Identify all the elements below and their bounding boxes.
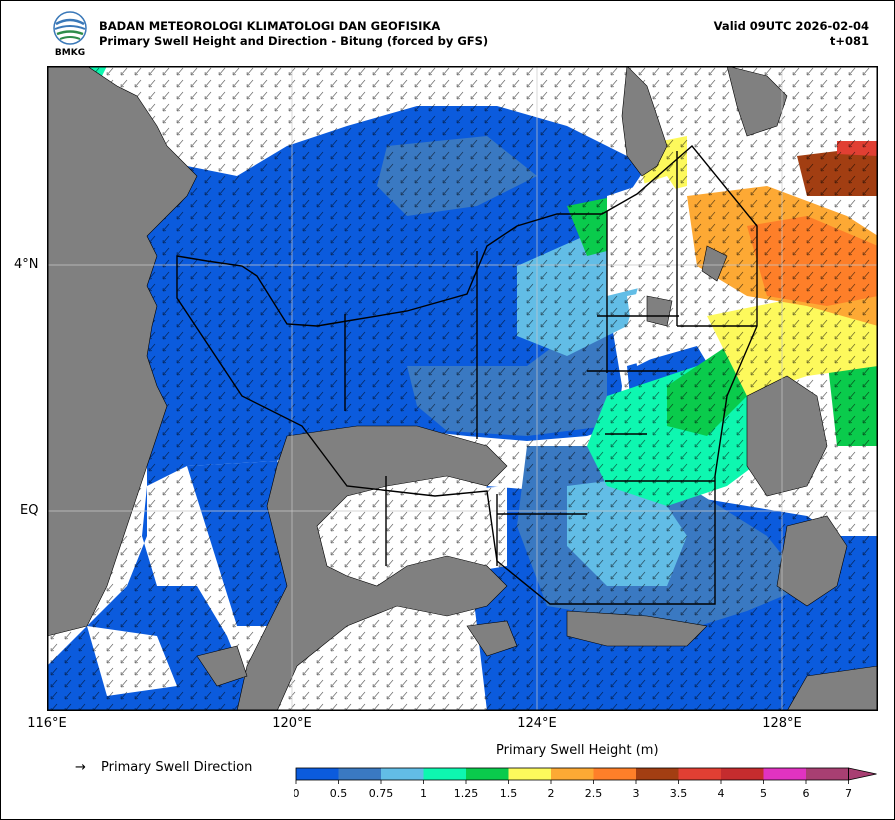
x-tick-120: 120°E xyxy=(272,716,312,731)
colorbar-title: Primary Swell Height (m) xyxy=(496,743,659,758)
colorbar-tick-label: 1.25 xyxy=(454,787,479,800)
colorbar-tick-label: 3.5 xyxy=(670,787,688,800)
arrow-icon: → xyxy=(75,760,86,775)
colorbar-swatch xyxy=(466,768,509,780)
x-tick-116: 116°E xyxy=(27,716,67,731)
colorbar-tick-label: 5 xyxy=(760,787,767,800)
colorbar-tick-label: 0.5 xyxy=(330,787,348,800)
x-tick-124: 124°E xyxy=(517,716,557,731)
colorbar-swatch xyxy=(721,768,764,780)
product-title: Primary Swell Height and Direction - Bit… xyxy=(99,34,489,48)
bmkg-logo: BMKG xyxy=(53,11,87,58)
colorbar-swatch xyxy=(508,768,551,780)
colorbar-tick-label: 4 xyxy=(718,787,725,800)
colorbar-tick-label: 2 xyxy=(548,787,555,800)
colorbar-swatch xyxy=(593,768,636,780)
colorbar-swatch xyxy=(423,768,466,780)
colorbar-swatch xyxy=(763,768,806,780)
valid-time: Valid 09UTC 2026-02-04 xyxy=(713,19,869,33)
forecast-zones xyxy=(176,144,758,605)
landmass xyxy=(47,66,878,711)
colorbar-swatch xyxy=(338,768,381,780)
agency-title: BADAN METEOROLOGI KLIMATOLOGI DAN GEOFIS… xyxy=(99,19,441,33)
colorbar-extend-arrow xyxy=(848,767,877,781)
x-tick-128: 128°E xyxy=(762,716,802,731)
forecast-step: t+081 xyxy=(829,34,869,48)
colorbar-tick-label: 0.75 xyxy=(369,787,394,800)
colorbar-outline xyxy=(295,767,849,781)
colorbar-tick-label: 7 xyxy=(845,787,852,800)
colorbar-swatch xyxy=(296,768,339,780)
colorbar-tick-label: 0 xyxy=(294,787,300,800)
y-tick-eq: EQ xyxy=(20,503,39,518)
swell-map[interactable] xyxy=(47,66,878,711)
colorbar: 0 0.5 0.75 1 1.25 1.5 2 2.5 3 3.5 4 5 6 7 xyxy=(294,767,877,800)
map-border xyxy=(47,66,878,711)
colorbar-swatch xyxy=(636,768,679,780)
colorbar-tick-label: 3 xyxy=(633,787,640,800)
y-tick-4n: 4°N xyxy=(14,257,39,272)
colorbar-swatch xyxy=(381,768,424,780)
colorbar-tick-label: 6 xyxy=(803,787,810,800)
colorbar-tick-label: 2.5 xyxy=(585,787,603,800)
colorbar-swatch xyxy=(678,768,721,780)
colorbar-swatch xyxy=(806,768,849,780)
colorbar-tick-label: 1.5 xyxy=(500,787,518,800)
legend-label: Primary Swell Direction xyxy=(101,760,253,775)
svg-text:BMKG: BMKG xyxy=(55,48,85,58)
colorbar-swatch xyxy=(551,768,594,780)
colorbar-tick-label: 1 xyxy=(420,787,427,800)
gridlines xyxy=(47,66,878,711)
